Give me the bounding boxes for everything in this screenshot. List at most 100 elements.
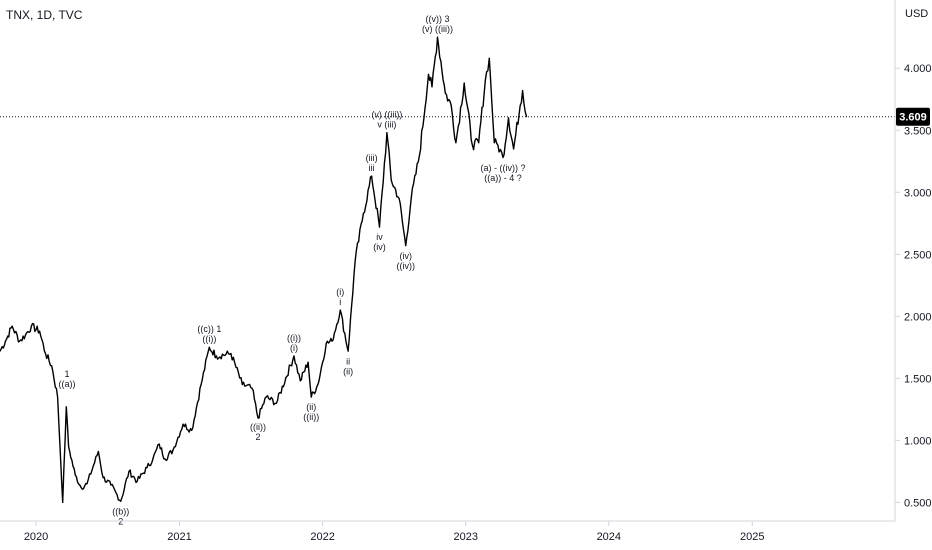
series-point: [152, 458, 154, 460]
wave-label: (v) ((iii)): [371, 109, 402, 119]
series-point: [57, 396, 59, 398]
wave-label: (i): [336, 287, 344, 297]
series-point: [215, 355, 217, 357]
series-point: [444, 92, 446, 94]
y-tick-label: 4.000: [904, 63, 932, 75]
wave-label: 1: [65, 369, 70, 379]
wave-label: ((ii)): [250, 422, 266, 432]
series-point: [65, 406, 67, 408]
x-tick-label: 2022: [310, 531, 334, 543]
series-point: [11, 325, 13, 327]
series-point: [525, 116, 528, 118]
series-point: [513, 148, 515, 150]
series-point: [502, 156, 504, 159]
series-point: [120, 500, 122, 502]
x-tick-label: 2024: [597, 531, 621, 543]
series-point: [110, 484, 112, 486]
series-point: [293, 355, 295, 357]
series-point: [158, 443, 160, 445]
y-tick-label: 2.000: [904, 311, 932, 323]
series-point: [378, 226, 381, 228]
series-point: [265, 396, 267, 398]
wave-label: (a) - ((iv)) ?: [480, 163, 525, 173]
y-tick-label: 0.500: [904, 497, 932, 509]
series-point: [519, 104, 521, 106]
wave-label: 2: [255, 432, 260, 442]
series-point: [241, 383, 243, 386]
last-price-tag: 3.609: [896, 107, 930, 126]
series-point: [97, 450, 99, 453]
wave-label: ((i)): [287, 333, 301, 343]
wave-label: ((a)) - 4 ?: [484, 173, 522, 183]
series-point: [371, 175, 373, 177]
wave-label: ((b)): [112, 506, 129, 516]
series-point: [172, 449, 174, 451]
series-point: [450, 104, 452, 106]
wave-label: (iv): [373, 242, 386, 252]
series-layer: [0, 36, 528, 504]
series-point: [497, 144, 499, 146]
series-point: [257, 417, 259, 419]
series-point: [51, 365, 53, 367]
series-point: [455, 142, 457, 144]
y-tick-label: 1.000: [904, 435, 932, 447]
series-point: [463, 82, 465, 84]
series-point: [80, 486, 82, 489]
wave-label: ((c)) 1: [197, 324, 221, 334]
series-point: [390, 179, 392, 181]
series-point: [471, 144, 473, 146]
series-point: [299, 380, 301, 382]
wave-label: (iii): [366, 153, 378, 163]
series-point: [410, 197, 412, 200]
series-point: [68, 446, 70, 448]
series-point: [275, 402, 277, 404]
series-point: [0, 350, 1, 352]
series-point: [436, 36, 439, 38]
wave-label: ((i)): [202, 334, 216, 344]
series-point: [405, 245, 407, 247]
wave-label: ((iv)): [396, 261, 415, 271]
series-point: [62, 501, 64, 503]
x-tick-label: 2020: [24, 531, 48, 543]
y-tick-label: 1.500: [904, 373, 932, 385]
series-point: [331, 340, 333, 342]
series-point: [431, 86, 433, 88]
wave-label: ((v)) 3: [426, 14, 450, 24]
wave-label: (ii): [306, 402, 316, 412]
series-point: [398, 197, 400, 200]
x-tick-label: 2023: [453, 531, 477, 543]
series-point: [24, 334, 27, 336]
wave-label: iii: [369, 163, 375, 173]
wave-label: i: [339, 297, 341, 307]
last-price-tag-label: 3.609: [899, 112, 927, 124]
y-tick-label: 2.500: [904, 249, 932, 261]
x-tick-label: 2021: [167, 531, 191, 543]
series-point: [418, 154, 421, 156]
series-point: [164, 458, 166, 460]
series-point: [484, 80, 486, 82]
series-point: [30, 325, 32, 327]
series-point: [136, 480, 138, 482]
series-point: [86, 483, 88, 485]
series-point: [230, 352, 232, 355]
series-point: [488, 57, 490, 59]
series-point: [4, 340, 7, 342]
y-tick-label: 3.500: [904, 125, 932, 137]
series-point: [182, 423, 184, 425]
wave-label: v (iii): [377, 119, 396, 129]
tnx-price-series: [0, 36, 528, 504]
series-point: [251, 387, 253, 389]
series-point: [317, 383, 319, 386]
series-point: [347, 350, 349, 352]
series-point: [339, 309, 341, 311]
series-point: [19, 340, 21, 342]
wave-label: ((a)): [59, 379, 76, 389]
y-tick-label: 3.000: [904, 187, 932, 199]
wave-annotation-layer: 1((a))((b))2((c)) 1((i))((ii))2((i))(i)(…: [59, 14, 526, 526]
wave-label: ii: [346, 356, 350, 366]
series-point: [39, 330, 41, 332]
wave-label: (i): [290, 343, 298, 353]
series-point: [191, 429, 193, 431]
